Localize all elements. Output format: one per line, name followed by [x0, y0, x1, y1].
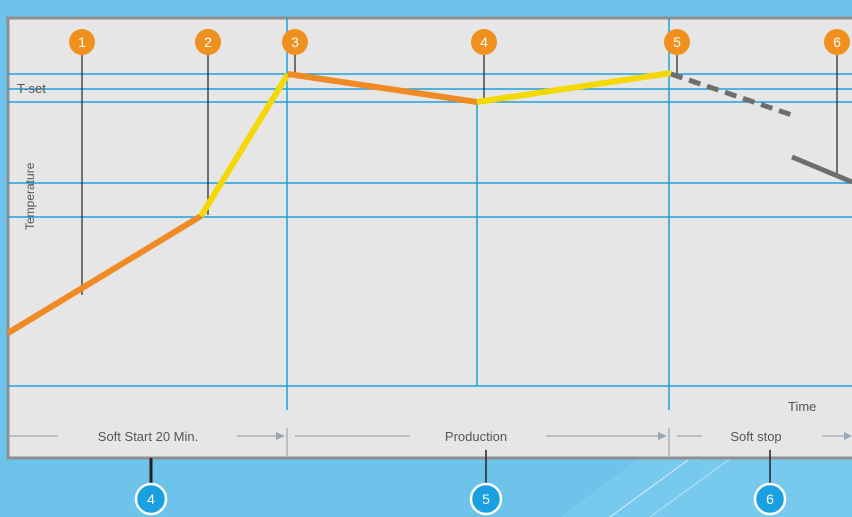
top-marker-4: 4 — [471, 29, 497, 55]
top-marker-circle — [664, 29, 690, 55]
top-marker-number: 3 — [291, 34, 299, 50]
x-axis-label: Time — [788, 399, 816, 414]
curve-softstop-dashed-segment — [670, 71, 793, 118]
top-markers: 1 2 3 4 5 6 — [69, 29, 850, 55]
top-marker-circle — [195, 29, 221, 55]
phase-label-soft-stop: Soft stop — [730, 429, 781, 444]
bottom-marker-circle — [469, 482, 503, 516]
top-marker-number: 2 — [204, 34, 212, 50]
top-marker-number: 6 — [833, 34, 841, 50]
temperature-curve — [6, 70, 852, 336]
top-marker-circle — [824, 29, 850, 55]
bottom-marker-circle — [134, 482, 168, 516]
bottom-marker-number: 4 — [147, 491, 155, 507]
y-axis-label: Temperature — [23, 162, 37, 230]
diagram-panel — [6, 16, 852, 460]
setpoint-label: T-set — [17, 81, 46, 96]
top-marker-5: 5 — [664, 29, 690, 55]
bottom-marker-number: 6 — [766, 491, 774, 507]
phase-callouts — [149, 450, 771, 484]
top-marker-6: 6 — [824, 29, 850, 55]
phase-label-soft-start: Soft Start 20 Min. — [98, 429, 198, 444]
curve-production-recover-segment — [476, 70, 672, 105]
marker-callouts — [81, 52, 838, 295]
top-marker-2: 2 — [195, 29, 221, 55]
arrow-right-icon — [658, 432, 667, 440]
bottom-markers: 4 5 6 — [134, 482, 787, 516]
top-marker-number: 1 — [78, 34, 86, 50]
curve-cooling-segment — [791, 154, 852, 185]
curve-boost-segment — [198, 72, 291, 218]
top-marker-number: 4 — [480, 34, 488, 50]
arrow-right-icon — [844, 432, 852, 440]
bottom-marker-soft-start: 4 — [134, 482, 168, 516]
curve-heating-segment — [6, 213, 203, 336]
phase-row: Soft Start 20 Min. Production Soft stop — [8, 428, 852, 456]
bottom-marker-production: 5 — [469, 482, 503, 516]
top-marker-circle — [282, 29, 308, 55]
top-marker-circle — [471, 29, 497, 55]
bottom-marker-number: 5 — [482, 491, 490, 507]
bottom-marker-soft-stop: 6 — [753, 482, 787, 516]
top-marker-circle — [69, 29, 95, 55]
arrow-right-icon — [276, 432, 285, 440]
top-marker-3: 3 — [282, 29, 308, 55]
top-marker-1: 1 — [69, 29, 95, 55]
bottom-marker-circle — [753, 482, 787, 516]
phase-label-production: Production — [445, 429, 507, 444]
vertical-gridlines — [286, 18, 670, 410]
arrow-right-icon — [276, 432, 852, 440]
curve-production-drop-segment — [287, 71, 478, 105]
top-marker-number: 5 — [673, 34, 681, 50]
